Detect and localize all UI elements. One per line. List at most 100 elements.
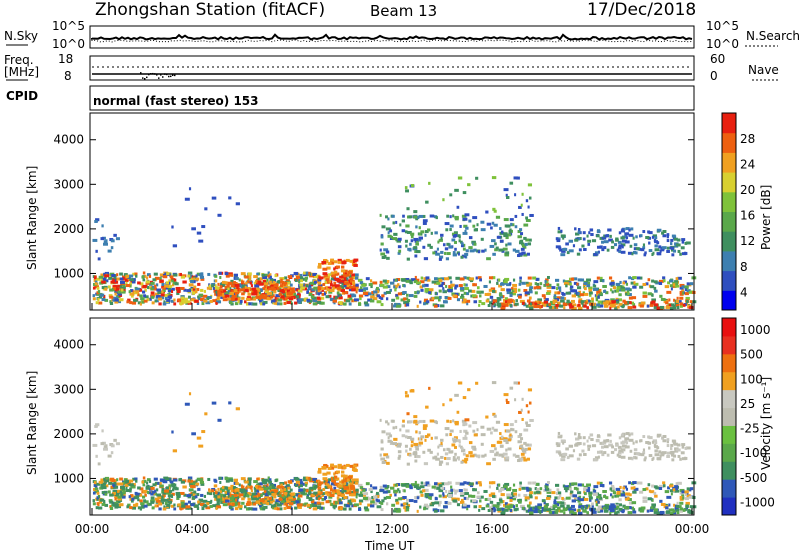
power-cell [512, 290, 518, 294]
power-cell [127, 298, 131, 302]
velocity-cell [176, 496, 180, 500]
power-cell [321, 301, 325, 305]
velocity-cell [596, 439, 600, 443]
velocity-cell [413, 499, 418, 503]
power-cell [617, 288, 621, 292]
velocity-cell [553, 501, 557, 505]
velocity-cell [504, 502, 508, 506]
power-cell [313, 286, 319, 290]
power-cell [575, 291, 579, 295]
velocity-cell [452, 488, 455, 492]
power-cell [386, 280, 390, 284]
power-cell [438, 257, 442, 261]
velocity-cell [621, 444, 627, 448]
velocity-cell [395, 501, 400, 505]
velocity-cell [532, 481, 537, 485]
power-cell [230, 279, 234, 283]
power-cell [402, 291, 407, 295]
velocity-cell [625, 497, 629, 501]
power-cell [121, 290, 126, 294]
power-cell [610, 279, 615, 283]
velocity-cell [154, 489, 157, 493]
power-cell [463, 224, 468, 228]
power-cell [529, 286, 533, 290]
power-cell [628, 233, 634, 237]
power-cell [277, 302, 280, 306]
velocity-cell [583, 492, 587, 496]
velocity-cell [563, 487, 568, 491]
velocity-cell [231, 495, 236, 499]
power-cell [611, 300, 616, 304]
power-cell [468, 289, 472, 293]
velocity-cell [113, 501, 119, 505]
velocity-cell [131, 497, 135, 501]
power-cell [684, 285, 689, 289]
velocity-cell [451, 497, 456, 501]
power-cell [415, 225, 418, 229]
power-cell [639, 304, 644, 308]
power-cell [355, 290, 358, 294]
velocity-cell [353, 503, 359, 507]
velocity-cell [448, 450, 453, 454]
velocity-cell [676, 501, 679, 505]
velocity-cell [472, 447, 475, 451]
velocity-cell [323, 497, 327, 501]
velocity-cell [286, 494, 291, 498]
velocity-cell [258, 487, 264, 491]
power-cell [653, 286, 657, 290]
velocity-cell [316, 505, 322, 509]
velocity-cell [139, 499, 143, 503]
velocity-cell [321, 506, 325, 510]
velocity-cell [621, 433, 624, 437]
velocity-cell [144, 479, 147, 483]
power-cell [596, 292, 599, 296]
velocity-cell [308, 490, 312, 494]
velocity-cell [434, 482, 438, 486]
velocity-cell [311, 493, 315, 497]
power-cell [424, 288, 430, 292]
velocity-cell [363, 492, 369, 496]
power-cell [686, 289, 690, 293]
velocity-cell [397, 488, 400, 492]
velocity-cell [350, 491, 355, 495]
velocity-cell [495, 504, 500, 508]
velocity-cell [430, 436, 433, 440]
velocity-cell [165, 491, 169, 495]
velocity-cell [653, 491, 657, 495]
power-cell [601, 240, 605, 244]
power-cell [651, 253, 654, 257]
power-cell [584, 301, 588, 305]
velocity-cell [621, 510, 625, 514]
power-cell [102, 277, 106, 281]
velocity-cell [247, 477, 252, 481]
power-cell [305, 284, 309, 288]
power-cell [146, 276, 149, 280]
power-cell [599, 304, 604, 308]
power-cell [405, 244, 408, 248]
power-cell [276, 286, 280, 290]
power-cell [339, 302, 343, 306]
power-cell [101, 224, 104, 228]
velocity-cell [586, 489, 591, 493]
power-cell [545, 303, 551, 307]
velocity-cell [128, 479, 134, 483]
power-cell [646, 304, 650, 308]
velocity-cell [330, 503, 334, 507]
power-cell [609, 306, 612, 310]
power-cell [341, 282, 344, 286]
velocity-cell [197, 487, 201, 491]
power-cell [198, 239, 204, 243]
velocity-cell [363, 506, 369, 510]
velocity-cell [96, 487, 99, 491]
power-cell [166, 272, 170, 276]
power-cell [385, 227, 391, 231]
velocity-cell [519, 504, 525, 508]
velocity-cell [445, 433, 449, 437]
power-cell [625, 227, 630, 231]
power-cells [92, 176, 697, 311]
velocity-cell [651, 503, 656, 507]
power-cell [525, 199, 529, 203]
power-cell [351, 299, 354, 303]
power-cell [120, 288, 124, 292]
power-cell [396, 239, 402, 243]
